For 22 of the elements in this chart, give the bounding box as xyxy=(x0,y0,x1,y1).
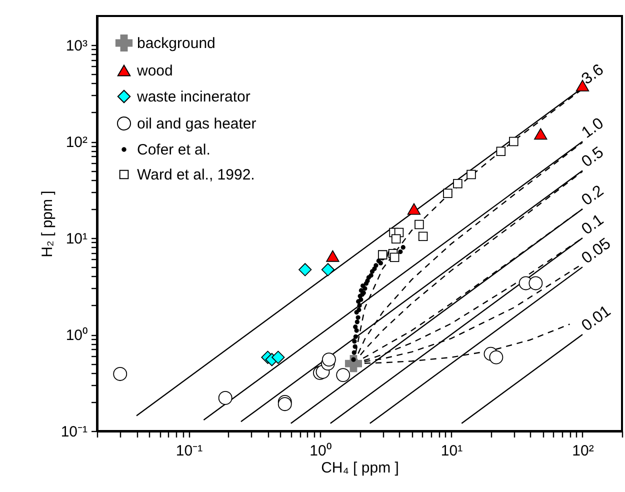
y-tick-label: 10⁻¹ xyxy=(60,424,88,440)
y-tick-label: 10¹ xyxy=(66,230,88,248)
x-tick-label: 10¹ xyxy=(440,442,463,460)
text: 0.2 xyxy=(578,182,607,210)
legend-label: background xyxy=(137,35,216,52)
y-axis-title: H₂ [ ppm ] xyxy=(38,190,56,258)
x-tick-label: 10² xyxy=(572,442,594,460)
legend-label: oil and gas heater xyxy=(137,116,256,132)
text: 3.6 xyxy=(578,61,607,88)
y-tick-label: 10⁰ xyxy=(66,327,88,344)
text: 0.5 xyxy=(578,144,607,171)
x-tick-label: 10⁰ xyxy=(310,442,332,460)
text: 0.01 xyxy=(578,302,614,335)
x-tick-label: 10⁻¹ xyxy=(176,442,203,460)
y-tick-label: 10² xyxy=(66,134,88,152)
legend-label: Ward et al., 1992. xyxy=(137,166,255,184)
legend-label: Cofer et al. xyxy=(137,142,210,158)
y-tick-label: 10³ xyxy=(66,38,88,55)
legend-label: waste incinerator xyxy=(136,88,250,106)
x-axis-title: CH₄ [ ppm ] xyxy=(321,460,399,476)
legend-label: wood xyxy=(136,62,173,80)
text: 1.0 xyxy=(578,114,607,142)
